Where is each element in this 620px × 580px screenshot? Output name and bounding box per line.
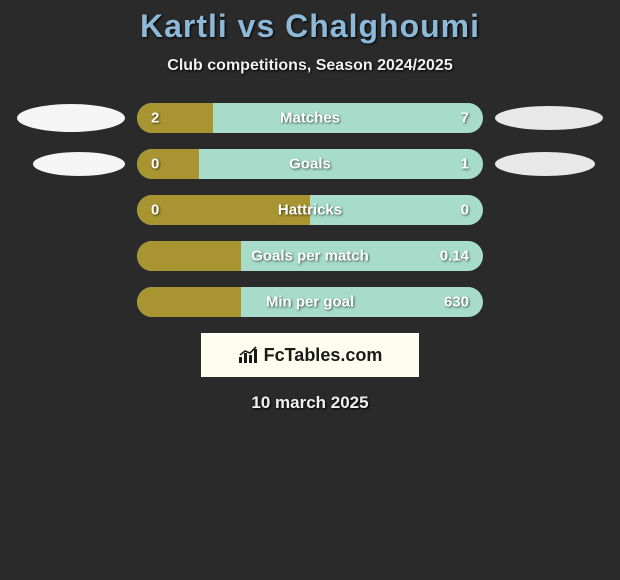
stat-bar: 0 Hattricks 0 [137,195,483,225]
stat-left-value: 0 [151,156,159,173]
ellipse-left [33,152,125,176]
stat-row: 0 Hattricks 0 [0,195,620,225]
stat-label: Goals per match [251,248,369,265]
ellipse-right [495,152,595,176]
stat-left-value: 2 [151,110,159,127]
stat-right-value: 0.14 [440,248,469,265]
bar-fill [137,103,213,133]
stat-bar: 0 Goals 1 [137,149,483,179]
stat-bar: Min per goal 630 [137,287,483,317]
stat-right-value: 1 [461,156,469,173]
stat-row: 2 Matches 7 [0,103,620,133]
ellipse-right [495,106,603,130]
chart-icon [238,346,260,364]
stat-left-value: 0 [151,202,159,219]
stat-row: Min per goal 630 [0,287,620,317]
bar-fill [137,287,241,317]
stat-label: Goals [289,156,331,173]
date-text: 10 march 2025 [0,393,620,413]
logo-box: FcTables.com [201,333,419,377]
stat-row: Goals per match 0.14 [0,241,620,271]
bar-fill [137,149,199,179]
ellipse-left [17,104,125,132]
stat-bar: Goals per match 0.14 [137,241,483,271]
stat-right-value: 7 [461,110,469,127]
stat-label: Min per goal [266,294,354,311]
stat-row: 0 Goals 1 [0,149,620,179]
page-title: Kartli vs Chalghoumi [0,8,620,45]
subtitle: Club competitions, Season 2024/2025 [0,57,620,75]
stat-right-value: 0 [461,202,469,219]
logo-text: FcTables.com [264,345,383,366]
stat-bar: 2 Matches 7 [137,103,483,133]
stat-label: Hattricks [278,202,342,219]
stat-right-value: 630 [444,294,469,311]
bar-fill [137,241,241,271]
infographic-container: Kartli vs Chalghoumi Club competitions, … [0,0,620,413]
stat-label: Matches [280,110,340,127]
logo: FcTables.com [238,345,383,366]
